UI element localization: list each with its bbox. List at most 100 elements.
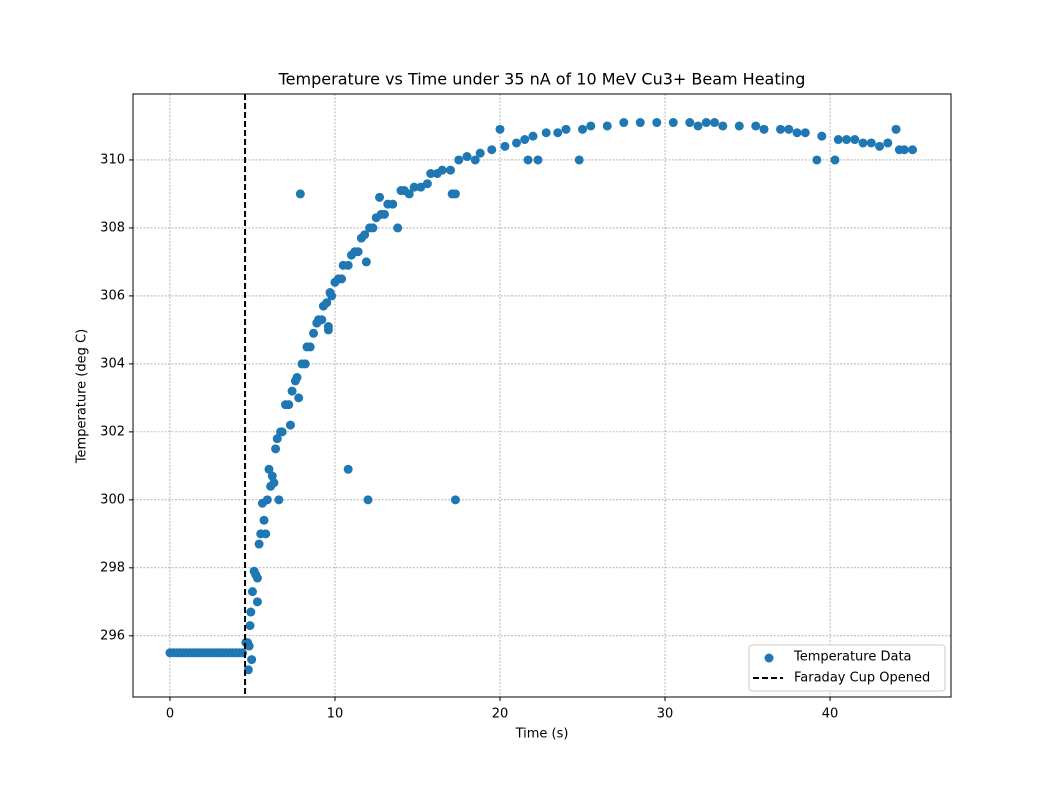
point <box>368 223 378 233</box>
point <box>450 189 460 199</box>
point <box>337 274 347 284</box>
point <box>404 189 414 199</box>
point <box>561 124 571 134</box>
point <box>776 124 786 134</box>
point <box>295 189 305 199</box>
point <box>602 121 612 131</box>
point <box>866 138 876 148</box>
point <box>267 471 277 481</box>
point <box>393 223 403 233</box>
point <box>305 342 315 352</box>
point <box>495 124 505 134</box>
point <box>817 131 827 141</box>
point <box>668 118 678 128</box>
point <box>388 199 398 209</box>
point <box>274 495 284 505</box>
point <box>487 145 497 155</box>
point <box>259 515 269 525</box>
point <box>322 298 332 308</box>
point <box>635 118 645 128</box>
point <box>262 495 272 505</box>
x-tick-label: 0 <box>166 707 174 722</box>
point <box>462 152 472 162</box>
point <box>245 621 255 631</box>
point <box>422 179 432 189</box>
legend-marker <box>764 653 774 663</box>
point <box>523 155 533 165</box>
point <box>246 607 256 617</box>
point <box>701 118 711 128</box>
point <box>409 182 419 192</box>
point <box>269 478 279 488</box>
y-tick-label: 302 <box>100 424 125 439</box>
point <box>353 247 363 257</box>
point <box>858 138 868 148</box>
point <box>619 118 629 128</box>
y-axis-label: Temperature (deg C) <box>75 329 90 464</box>
point <box>247 587 257 597</box>
point <box>254 539 264 549</box>
point <box>247 655 257 665</box>
point <box>327 291 337 301</box>
legend-label: Faraday Cup Opened <box>794 671 930 686</box>
point <box>883 138 893 148</box>
point <box>309 328 319 338</box>
x-tick-label: 30 <box>657 707 674 722</box>
point <box>500 141 510 151</box>
point <box>272 434 282 444</box>
point <box>574 155 584 165</box>
point <box>445 165 455 175</box>
point <box>300 359 310 369</box>
point <box>252 573 262 583</box>
point <box>317 315 327 325</box>
point <box>528 131 538 141</box>
point <box>343 260 353 270</box>
point <box>759 124 769 134</box>
x-tick-label: 20 <box>492 707 509 722</box>
chart-title: Temperature vs Time under 35 nA of 10 Me… <box>278 70 806 89</box>
y-tick-label: 304 <box>100 356 125 371</box>
point <box>264 464 274 474</box>
point <box>360 230 370 240</box>
point <box>784 124 794 134</box>
point <box>323 325 333 335</box>
y-tick-label: 306 <box>100 288 125 303</box>
point <box>533 155 543 165</box>
point <box>751 121 761 131</box>
point <box>718 121 728 131</box>
point <box>850 135 860 145</box>
point <box>652 118 662 128</box>
y-tick-label: 296 <box>100 628 125 643</box>
point <box>285 420 295 430</box>
point <box>899 145 909 155</box>
point <box>271 444 281 454</box>
point <box>875 141 885 151</box>
point <box>470 155 480 165</box>
point <box>693 121 703 131</box>
point <box>292 372 302 382</box>
point <box>261 529 271 539</box>
point <box>800 128 810 138</box>
point <box>891 124 901 134</box>
point <box>243 665 253 675</box>
y-tick-label: 300 <box>100 492 125 507</box>
point <box>734 121 744 131</box>
point <box>520 135 530 145</box>
y-tick-label: 310 <box>100 152 125 167</box>
point <box>830 155 840 165</box>
point <box>842 135 852 145</box>
point <box>450 495 460 505</box>
y-tick-label: 308 <box>100 220 125 235</box>
point <box>586 121 596 131</box>
point <box>361 257 371 267</box>
point <box>379 209 389 219</box>
y-tick-label: 298 <box>100 560 125 575</box>
point <box>426 169 436 179</box>
point <box>244 641 254 651</box>
point <box>578 124 588 134</box>
point <box>252 597 262 607</box>
point <box>512 138 522 148</box>
point <box>287 386 297 396</box>
x-axis-label: Time (s) <box>515 727 569 742</box>
